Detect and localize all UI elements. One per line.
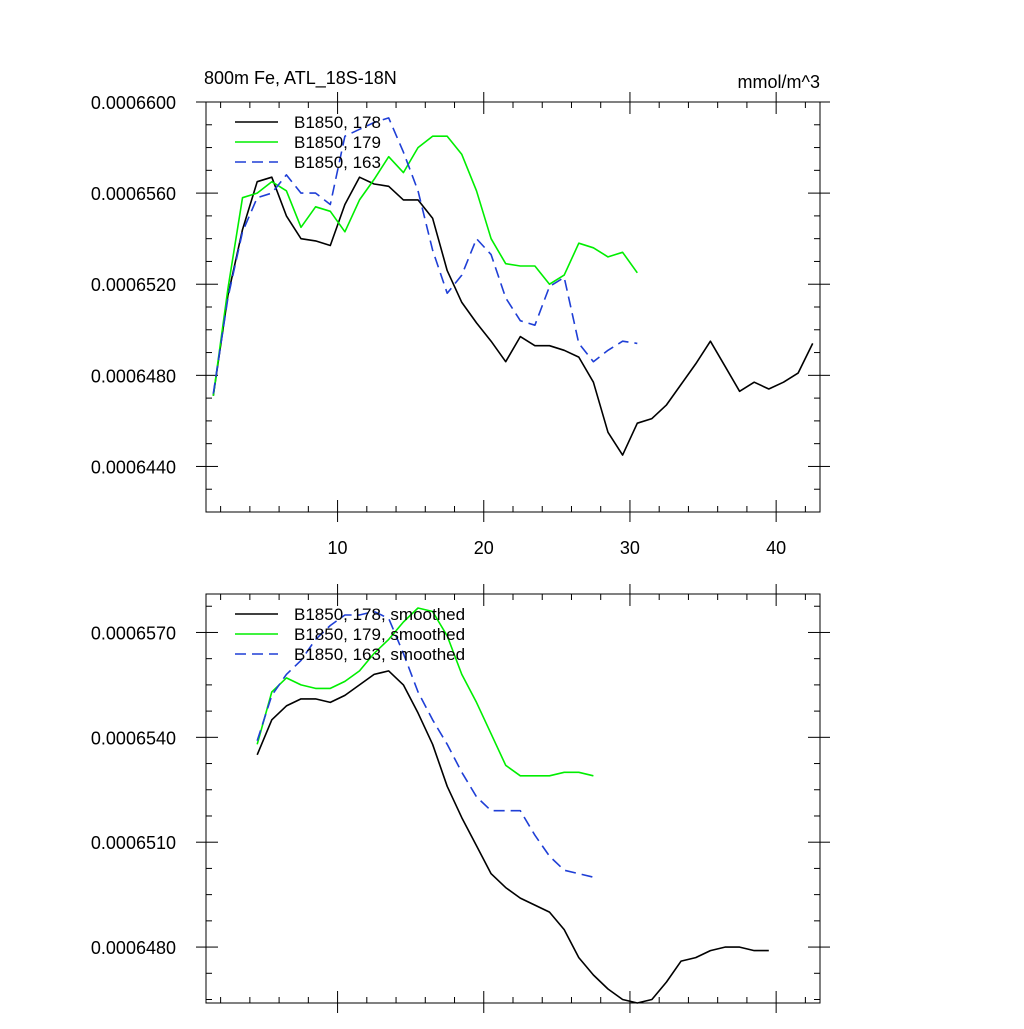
y-tick-label: 0.0006480 (91, 938, 176, 958)
chart-units: mmol/m^3 (738, 72, 820, 92)
y-tick-label: 0.0006560 (91, 184, 176, 204)
y-tick-label: 0.0006480 (91, 366, 176, 386)
series-line-2 (256, 607, 594, 777)
legend-label: B1850, 178 (294, 113, 381, 132)
legend-label: B1850, 179, smoothed (294, 625, 465, 644)
series-line-1 (256, 670, 769, 1004)
legend-label: B1850, 179 (294, 133, 381, 152)
legend-label: B1850, 163 (294, 153, 381, 172)
y-tick-label: 0.0006570 (91, 623, 176, 643)
y-tick-label: 0.0006600 (91, 93, 176, 113)
y-tick-label: 0.0006520 (91, 275, 176, 295)
series-line-2 (212, 135, 638, 396)
chart-panel-1: 10 20 30 40 0.0006440 0.0006480 0.0006520 0.000… (91, 68, 830, 558)
y-tick-label: 0.0006540 (91, 728, 176, 748)
y-tick-label: 0.0006440 (91, 457, 176, 477)
x-tick-label: 30 (620, 538, 640, 558)
chart-panel-2: 0.0006480 0.0006510 0.0006540 0.0006570 B185… (91, 584, 830, 1013)
x-tick-label: 10 (328, 538, 348, 558)
legend-label: B1850, 163, smoothed (294, 645, 465, 664)
y-tick-label: 0.0006510 (91, 833, 176, 853)
series-line-3 (212, 117, 638, 394)
x-tick-label: 40 (766, 538, 786, 558)
legend-label: B1850, 178, smoothed (294, 605, 465, 624)
series-line-3 (256, 610, 594, 878)
x-tick-label: 20 (474, 538, 494, 558)
chart-title: 800m Fe, ATL_18S-18N (204, 68, 397, 89)
series-line-1 (212, 176, 814, 456)
